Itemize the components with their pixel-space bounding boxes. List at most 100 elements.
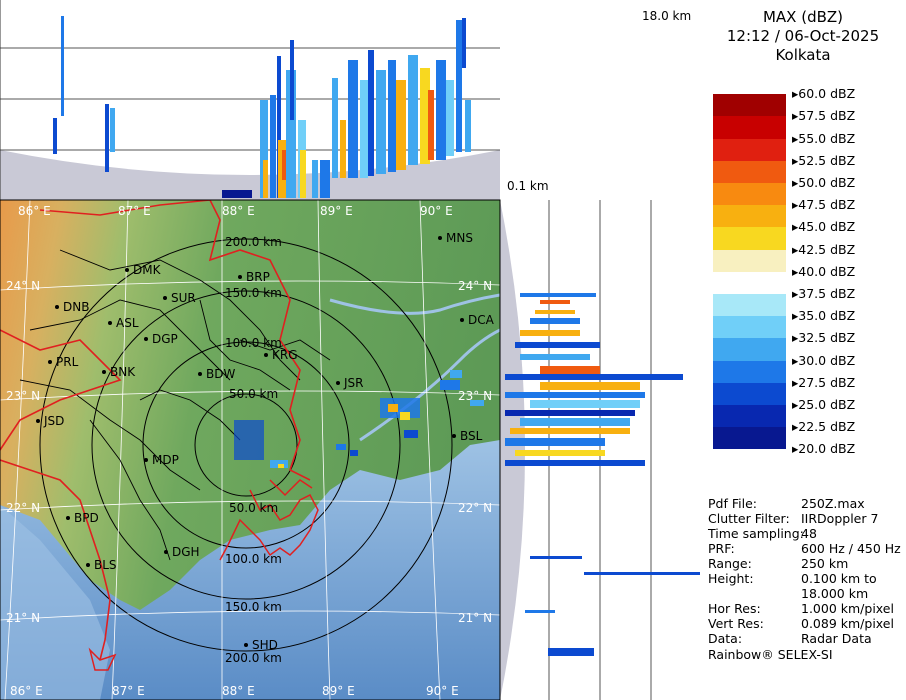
- station-label: MDP: [152, 453, 179, 467]
- longitude-label: 86° E: [18, 204, 51, 218]
- legend-swatch: [713, 72, 786, 95]
- latitude-label: 22° N: [6, 501, 40, 515]
- info-key: Hor Res:: [708, 601, 761, 616]
- latitude-label: 21° N: [6, 611, 40, 625]
- info-value: 250Z.max: [801, 496, 865, 511]
- legend-label: ▸50.0 dBZ: [792, 175, 856, 190]
- info-key: Clutter Filter:: [708, 511, 790, 526]
- product-title: MAX (dBZ): [762, 8, 844, 26]
- longitude-label: 89° E: [322, 684, 355, 698]
- longitude-label: 89° E: [320, 204, 353, 218]
- legend-label: ▸47.5 dBZ: [792, 197, 856, 213]
- info-key: PRF:: [708, 541, 735, 556]
- station-label: ASL: [116, 316, 139, 330]
- longitude-label: 88° E: [222, 204, 255, 218]
- legend-swatch: [713, 294, 786, 317]
- station-label: BDW: [206, 367, 235, 381]
- legend-label: ▸27.5 dBZ: [792, 374, 856, 390]
- longitude-label: 88° E: [222, 684, 255, 698]
- info-value: 0.100 km to: [801, 571, 877, 586]
- info-key: Time sampling:: [708, 526, 804, 541]
- legend-swatch: [713, 382, 786, 405]
- latitude-label: 24° N: [458, 279, 492, 293]
- legend-label: ▸22.5 dBZ: [792, 419, 856, 435]
- info-key: Pdf File:: [708, 496, 757, 511]
- legend-label: ▸20.0 dBZ: [792, 441, 856, 457]
- station-label: SHD: [252, 638, 278, 652]
- station-marker: [48, 360, 52, 364]
- station-label: DNB: [63, 300, 89, 314]
- info-value: Radar Data: [801, 631, 872, 646]
- legend-swatch: [713, 271, 786, 294]
- legend-label: ▸30.0 dBZ: [792, 352, 856, 368]
- info-value: 48: [801, 526, 817, 541]
- legend-swatch: [713, 316, 786, 339]
- legend-label: ▸57.5 dBZ: [792, 108, 856, 124]
- station-marker: [55, 305, 59, 309]
- right-cross-section: [500, 200, 700, 700]
- station-marker: [452, 434, 456, 438]
- station-marker: [460, 318, 464, 322]
- legend-swatch: [713, 138, 786, 161]
- legend-swatch: [713, 160, 786, 183]
- latitude-label: 21° N: [458, 611, 492, 625]
- legend-label: ▸32.5 dBZ: [792, 330, 856, 346]
- station-label: DGP: [152, 332, 178, 346]
- legend-label: ▸25.0 dBZ: [792, 397, 856, 412]
- station-marker: [102, 370, 106, 374]
- legend-swatch: [713, 360, 786, 383]
- legend-label: ▸60.0 dBZ: [792, 86, 856, 102]
- datetime-label: 12:12 / 06-Oct-2025: [726, 27, 880, 45]
- legend-label: ▸55.0 dBZ: [792, 130, 856, 146]
- info-key: Vert Res:: [708, 616, 764, 631]
- station-label: DCA: [468, 313, 495, 327]
- legend-swatch: [713, 94, 786, 117]
- legend-label: ▸35.0 dBZ: [792, 308, 856, 324]
- latitude-label: 24° N: [6, 279, 40, 293]
- legend-swatch: [713, 205, 786, 228]
- latitude-label: 23° N: [6, 389, 40, 403]
- bottom-height-label: 0.1 km: [507, 179, 549, 193]
- range-ring-label: 150.0 km: [225, 286, 282, 300]
- station-marker: [164, 550, 168, 554]
- info-value: 1.000 km/pixel: [801, 601, 894, 616]
- station-marker: [36, 419, 40, 423]
- station-marker: [144, 458, 148, 462]
- legend-swatch: [713, 405, 786, 428]
- station-label: BNK: [110, 365, 136, 379]
- legend-label: ▸52.5 dBZ: [792, 152, 856, 168]
- legend-swatch: [713, 116, 786, 139]
- info-value: 600 Hz / 450 Hz: [801, 541, 901, 556]
- station-label: BRP: [246, 270, 270, 284]
- station-marker: [336, 381, 340, 385]
- range-ring-label: 150.0 km: [225, 600, 282, 614]
- info-value: 0.089 km/pixel: [801, 616, 894, 631]
- station-label: BLS: [94, 558, 117, 572]
- station-label: JSR: [343, 376, 364, 390]
- legend-swatch: [713, 249, 786, 272]
- range-ring-label: 200.0 km: [225, 235, 282, 249]
- latitude-label: 23° N: [458, 389, 492, 403]
- station-label: Kolkata: [775, 46, 831, 64]
- legend-swatch: [713, 227, 786, 250]
- info-value: 250 km: [801, 556, 849, 571]
- footer-label: Rainbow® SELEX-SI: [708, 647, 833, 662]
- range-ring-label: 50.0 km: [229, 387, 278, 401]
- map-panel: DMK BRP MNS DNB SUR ASL DGP KRG DCA PRL BNK BDW JSR J…: [0, 200, 500, 700]
- station-label: JSD: [43, 414, 64, 428]
- longitude-label: 87° E: [112, 684, 145, 698]
- info-key: Height:: [708, 571, 754, 586]
- range-ring-label: 100.0 km: [225, 336, 282, 350]
- station-marker: [438, 236, 442, 240]
- station-marker: [144, 337, 148, 341]
- longitude-label: 90° E: [420, 204, 453, 218]
- station-label: SUR: [171, 291, 196, 305]
- station-marker: [86, 563, 90, 567]
- station-marker: [244, 643, 248, 647]
- info-value: 18.000 km: [801, 586, 869, 601]
- station-label: KRG: [272, 348, 298, 362]
- latitude-label: 22° N: [458, 501, 492, 515]
- range-ring-label: 50.0 km: [229, 501, 278, 515]
- legend-swatch: [713, 338, 786, 361]
